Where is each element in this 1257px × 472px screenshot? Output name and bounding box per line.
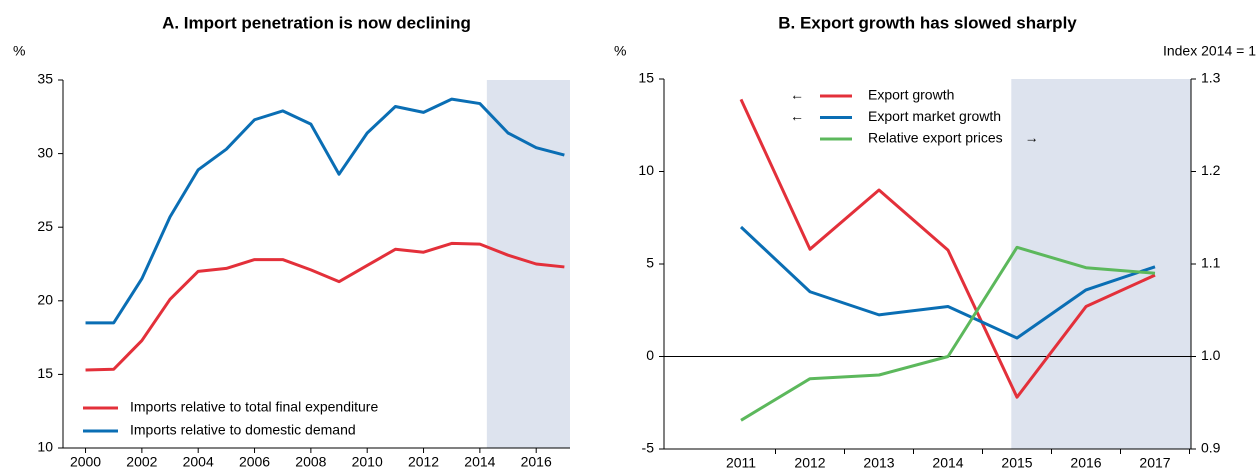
x-tick-label: 2008 [295, 454, 326, 470]
y-tick-label: 5 [646, 255, 654, 271]
y2-tick-label: 0.9 [1201, 440, 1221, 456]
legend-axis-arrow: ← [790, 87, 804, 103]
x-tick-label: 2004 [183, 454, 214, 470]
legend-label: Export market growth [868, 108, 1001, 124]
series-line [85, 97, 565, 325]
legend-axis-arrow: ← [790, 108, 804, 124]
x-tick-label: 2015 [1001, 455, 1032, 471]
legend-axis-arrow: → [1025, 130, 1039, 146]
x-tick-label: 2006 [239, 454, 270, 470]
y-tick-label: 20 [37, 292, 53, 308]
y2-tick-label: 1.1 [1201, 255, 1221, 271]
x-tick-label: 2011 [726, 455, 756, 471]
y-tick-label: 35 [37, 71, 53, 87]
y-tick-label: 15 [37, 365, 53, 381]
legend-label: Export growth [868, 87, 954, 103]
y2-tick-label: 1.3 [1201, 70, 1221, 86]
y-tick-label: 30 [37, 144, 53, 160]
x-tick-label: 2016 [1070, 455, 1101, 471]
y-tick-label: 10 [638, 162, 654, 178]
x-tick-label: 2016 [521, 454, 552, 470]
series-line [740, 245, 1156, 422]
y-tick-label: 25 [37, 218, 53, 234]
legend-label: Imports relative to domestic demand [130, 422, 356, 438]
x-tick-label: 2013 [863, 455, 894, 471]
y-axis-label: % [13, 43, 25, 59]
x-tick-label: 2017 [1139, 455, 1170, 471]
y2-tick-label: 1.2 [1201, 162, 1221, 178]
chart-title: A. Import penetration is now declining [162, 13, 471, 32]
y-tick-label: 15 [638, 70, 654, 86]
y2-tick-label: 1.0 [1201, 347, 1221, 363]
series-line [85, 241, 565, 372]
y-axis-label: % [614, 43, 626, 59]
y-tick-label: 10 [37, 439, 53, 455]
legend-label: Relative export prices [868, 130, 1003, 146]
y-tick-label: -5 [642, 440, 655, 456]
x-tick-label: 2014 [464, 454, 495, 470]
y2-axis-label: Index 2014 = 1 [1163, 43, 1256, 59]
x-tick-label: 2014 [932, 455, 963, 471]
x-tick-label: 2000 [70, 454, 101, 470]
projection-shade [1011, 79, 1191, 449]
x-tick-label: 2012 [408, 454, 439, 470]
series-line [739, 98, 1156, 399]
x-tick-label: 2010 [352, 454, 383, 470]
y-tick-label: 0 [646, 347, 654, 363]
chart-title: B. Export growth has slowed sharply [778, 13, 1077, 32]
x-tick-label: 2012 [794, 455, 825, 471]
projection-shade [486, 80, 570, 448]
series-line [739, 225, 1156, 340]
legend-label: Imports relative to total final expendit… [130, 399, 378, 415]
x-tick-label: 2002 [126, 454, 157, 470]
